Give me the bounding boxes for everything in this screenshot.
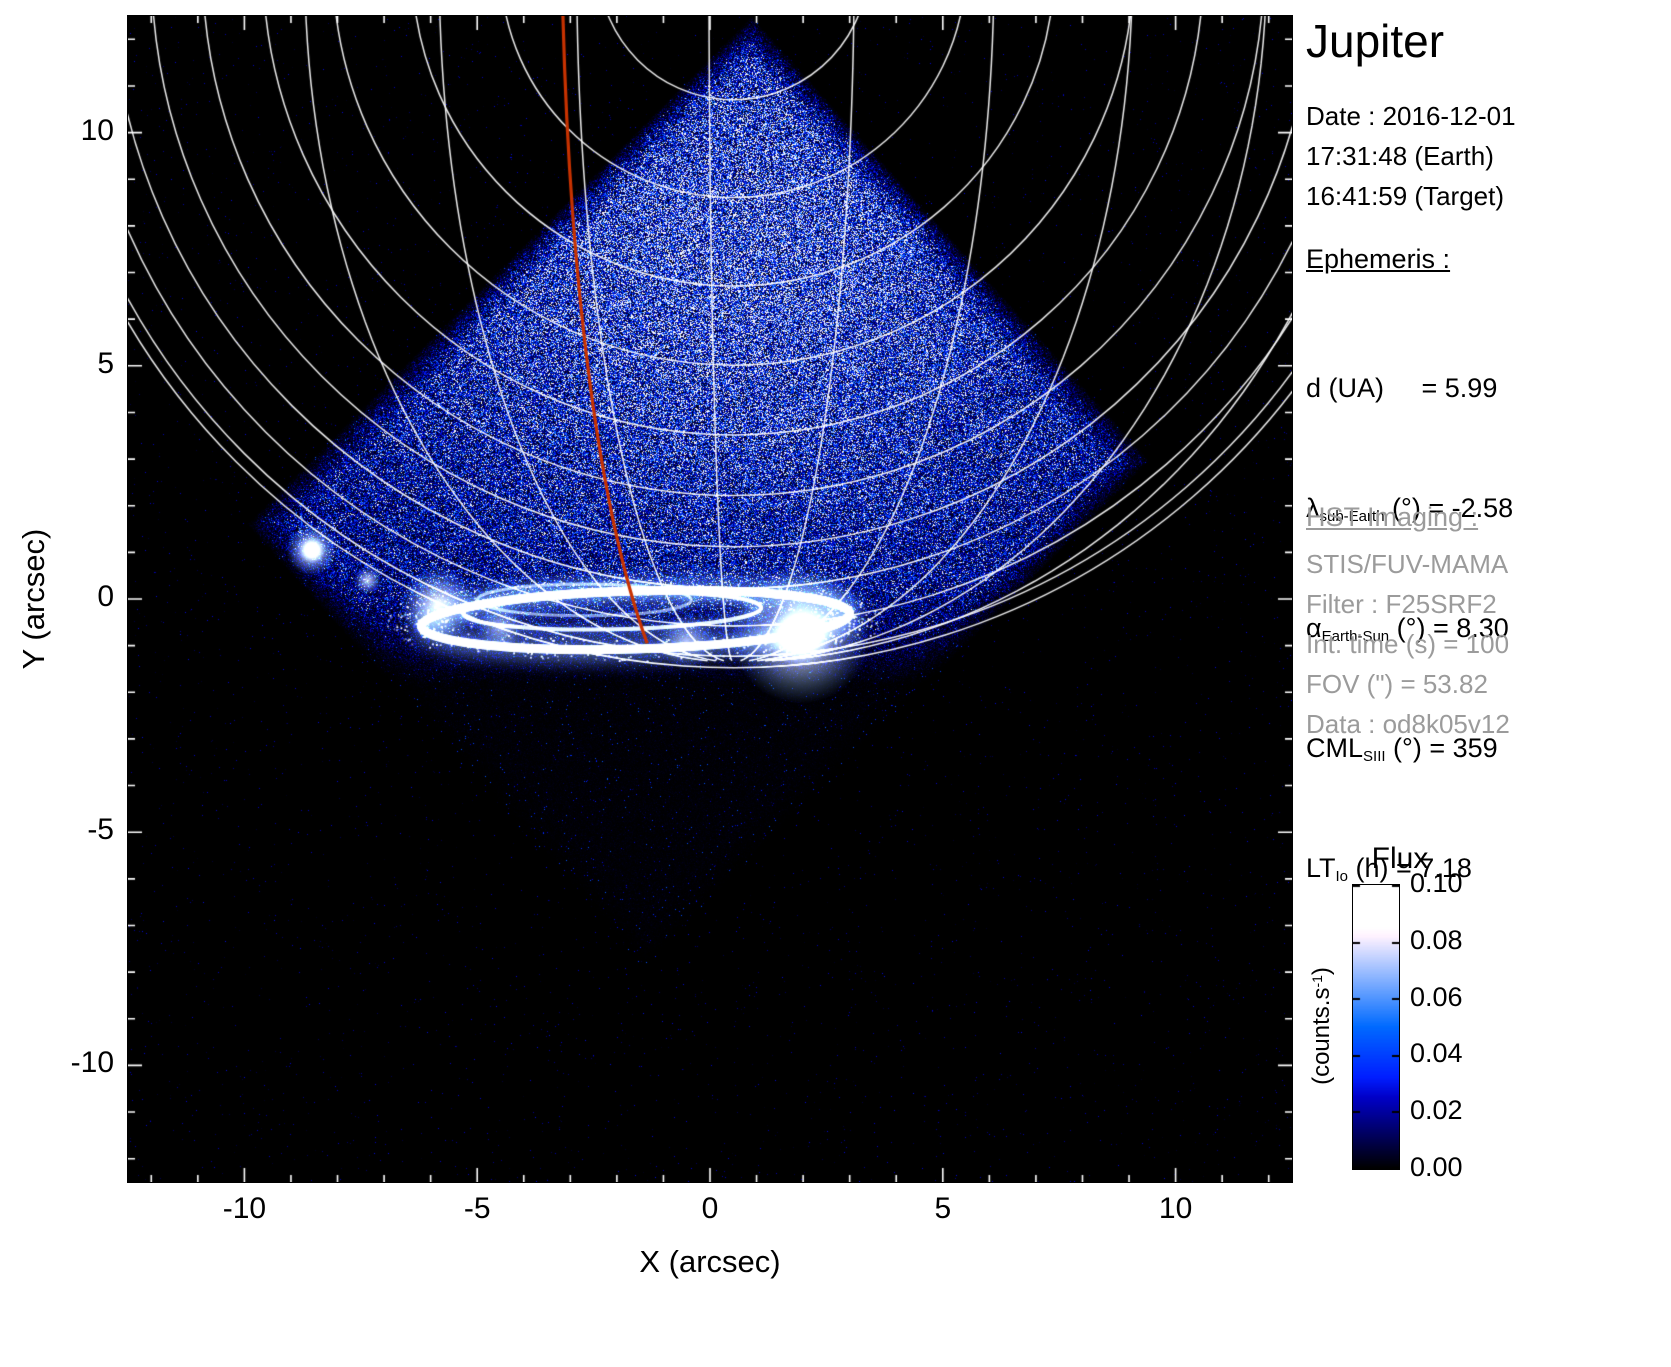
instrument-name: STIS/FUV-MAMA <box>1306 544 1508 584</box>
colorbar-tick-label: 0.02 <box>1410 1095 1463 1126</box>
y-tick-label: -5 <box>0 813 114 847</box>
x-tick-label: -5 <box>464 1192 491 1226</box>
date-line: Date : 2016-12-01 <box>1306 96 1516 136</box>
field-of-view: FOV (") = 53.82 <box>1306 664 1488 704</box>
colorbar-tick-label: 0.10 <box>1410 868 1463 899</box>
figure-page: X (arcsec) Y (arcsec) Jupiter Date : 201… <box>0 0 1671 1367</box>
colorbar-tick-label: 0.04 <box>1410 1038 1463 1069</box>
x-tick-label: 5 <box>934 1192 951 1226</box>
x-tick-label: -10 <box>223 1192 266 1226</box>
y-tick-label: 5 <box>0 347 114 381</box>
filter-name: Filter : F25SRF2 <box>1306 584 1497 624</box>
y-tick-label: 10 <box>0 114 114 148</box>
colorbar-tick-label: 0.06 <box>1410 982 1463 1013</box>
colorbar-gradient <box>1352 884 1400 1170</box>
y-tick-label: 0 <box>0 580 114 614</box>
x-tick-label: 0 <box>702 1192 719 1226</box>
ephemeris-distance: d (UA) = 5.99 <box>1306 368 1513 408</box>
ephemeris-heading: Ephemeris : <box>1306 244 1450 275</box>
dataset-id: Data : od8k05v12 <box>1306 704 1510 744</box>
colorbar-unit-label: (counts.s-1) <box>1308 967 1336 1085</box>
hst-imaging-heading: HST Imaging : <box>1306 502 1478 533</box>
target-time: 16:41:59 (Target) <box>1306 176 1504 216</box>
page-title: Jupiter <box>1306 14 1444 68</box>
earth-time: 17:31:48 (Earth) <box>1306 136 1494 176</box>
colorbar-tick-label: 0.08 <box>1410 925 1463 956</box>
colorbar-tick-label: 0.00 <box>1410 1152 1463 1183</box>
y-tick-label: -10 <box>0 1046 114 1080</box>
jupiter-fuv-image-canvas <box>128 16 1292 1182</box>
integration-time: Int. time (s) = 100 <box>1306 624 1509 664</box>
x-axis-label: X (arcsec) <box>639 1244 780 1280</box>
x-tick-label: 10 <box>1159 1192 1192 1226</box>
